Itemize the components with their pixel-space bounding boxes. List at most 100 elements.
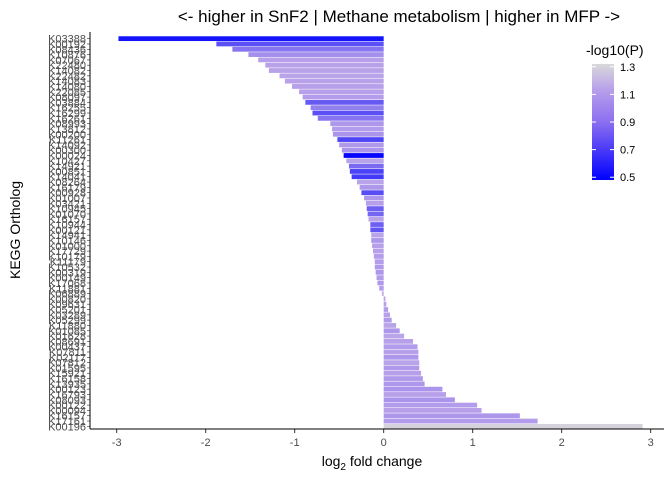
bar-K14083 [284,78,384,84]
bar-K17068 [377,280,384,286]
y-tick-label: K08093 [48,395,86,407]
legend-title: -log10(P) [586,42,644,58]
bar-K10427 [346,158,384,164]
bar-K08264 [356,179,384,185]
x-axis-label-subscript: 2 [340,462,346,473]
y-tick-label: K10945 [48,204,86,216]
y-tick-label: K17161 [48,416,86,428]
bar-K16793 [383,392,446,397]
y-tick-label: K03421 [48,198,86,210]
y-tick-label: K16261 [48,113,86,125]
bar-K00123 [383,386,443,392]
bar-K17729 [372,248,384,254]
y-tick-label: K14921 [48,161,86,173]
bar-K05201 [383,307,389,312]
y-tick-label: K09631 [48,299,86,311]
y-tick-label: K22480 [48,60,86,72]
bar-K16157b [383,413,520,419]
y-tick-label: K13812 [48,124,86,136]
y-tick-labels: K03388K00192K08436K10876K07067K22480K140… [48,34,90,433]
y-tick-label: K10876 [48,50,86,62]
bar-K01085 [383,328,400,334]
y-tick-label: K14082 [48,66,86,78]
bar-K03388 [118,36,384,42]
y-tick-label: K00196 [48,421,86,433]
bar-K00192 [216,41,384,47]
y-tick-label: K05299 [48,315,86,327]
y-tick-label: K22482 [48,71,86,83]
y-tick-label: K14083 [48,76,86,88]
bar-K13812 [332,126,384,132]
bar-K07812 [383,360,420,366]
bar-K14941 [371,232,384,238]
bar-K00094 [383,408,482,413]
bar-K02117 [383,354,419,360]
y-tick-label: K17068 [48,278,86,290]
legend-tick-label: 1.3 [620,62,635,74]
y-tick-label: K07811 [49,347,86,359]
y-tick-label: K10532 [48,262,86,274]
x-tick-label: -1 [290,437,300,449]
y-tick-label: K01085 [48,326,86,338]
y-tick-label: K10146 [48,235,86,247]
y-tick-label: K00149 [48,273,86,285]
y-tick-label: K11261 [49,135,86,147]
y-tick-label: K07067 [48,55,86,67]
y-tick-label: K16179 [48,182,86,194]
x-tick-label: 0 [381,437,387,449]
y-tick-label: K02117 [49,352,86,364]
x-axis-label: log2 fold change [322,453,423,473]
bar-K10146 [371,238,384,243]
bar-K00149 [376,275,384,281]
bar-K01595 [383,365,420,371]
bar-K09631 [383,301,387,307]
bar-K14921 [348,163,384,169]
bar-K08691 [383,338,414,344]
bar-K01070 [367,211,384,217]
y-tick-label: K00192 [48,39,86,51]
bar-K08993 [330,121,384,127]
y-tick-label: K17729 [48,246,86,258]
y-tick-label: K11880 [49,320,86,332]
bar-K10945 [366,206,384,211]
bar-K06889 [381,291,384,296]
bar-K15921 [383,370,422,376]
y-axis-label: KEGG Ortholog [7,181,23,279]
y-tick-label: K01070 [48,209,86,221]
legend-tick-label: 0.7 [620,145,635,157]
y-tick-label: K08691 [48,336,86,348]
y-tick-label: K16158 [48,374,86,386]
bar-K00851 [349,169,384,174]
legend-ticks: 1.3 1.1 0.9 0.7 0.5 [592,62,635,184]
y-tick-label: K00851 [48,166,86,178]
bar-K00200 [332,131,384,137]
x-tick-label: -2 [201,437,211,449]
y-tick-label: K08264 [48,177,86,189]
x-axis-label-main: log [322,453,341,469]
bar-K10179 [373,254,384,259]
bar-K14080 [292,84,384,89]
y-tick-label: K14041 [48,172,86,184]
y-tick-label: K16793 [48,389,86,401]
y-tick-label: K08436 [48,44,86,56]
y-tick-label: K00319 [48,267,86,279]
bar-K00300 [341,147,384,153]
y-tick-label: K22085 [48,87,86,99]
y-tick-label: K16157 [48,214,86,226]
x-axis-label-rest: fold change [346,453,422,469]
bar-K00122 [383,402,478,408]
y-tick-label: K01000 [48,241,86,253]
bar-K00319 [375,269,384,275]
bar-K22085 [299,89,384,95]
y-tick-label: K01007 [48,193,86,205]
x-axis-ticks: -3 -2 -1 0 1 2 3 [112,429,654,449]
bar-K08436 [232,46,384,52]
bar-K00024 [343,153,384,158]
bars-group [118,36,643,429]
y-tick-label: K16157 [48,411,86,423]
x-tick-label: 2 [559,437,565,449]
bar-K13935 [383,381,425,387]
y-tick-label: K10179 [48,251,86,263]
